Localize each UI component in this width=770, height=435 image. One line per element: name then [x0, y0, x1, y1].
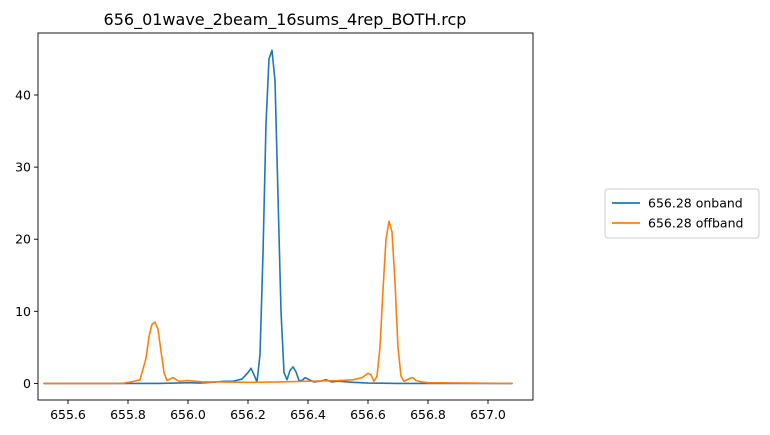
x-tick-label: 656.0 — [170, 407, 206, 422]
plot-area-frame — [37, 32, 534, 401]
x-tick-label: 656.6 — [350, 407, 386, 422]
y-axis: 0 10 20 30 40 — [15, 88, 38, 391]
series-line-onband — [43, 49, 513, 385]
x-tick-label: 657.0 — [470, 407, 506, 422]
series-line-offband — [43, 220, 513, 385]
x-tick-label: 655.6 — [50, 407, 86, 422]
y-tick-label: 10 — [15, 304, 31, 319]
x-tick-label: 656.8 — [410, 407, 446, 422]
y-tick-label: 20 — [15, 232, 31, 247]
series-layer — [43, 49, 513, 385]
y-tick-label: 40 — [15, 88, 31, 103]
legend-label: 656.28 offband — [648, 216, 743, 231]
x-tick-label: 655.8 — [110, 407, 146, 422]
legend-label: 656.28 onband — [648, 196, 743, 211]
chart-title: 656_01wave_2beam_16sums_4rep_BOTH.rcp — [104, 10, 467, 30]
legend: 656.28 onband 656.28 offband — [604, 188, 760, 239]
y-tick-label: 30 — [15, 160, 31, 175]
legend-frame — [604, 188, 760, 239]
x-tick-label: 656.4 — [290, 407, 326, 422]
y-tick-label: 0 — [23, 376, 31, 391]
x-tick-label: 656.2 — [230, 407, 266, 422]
x-axis: 655.6 655.8 656.0 656.2 656.4 656.6 656.8 657.0 — [50, 400, 506, 422]
